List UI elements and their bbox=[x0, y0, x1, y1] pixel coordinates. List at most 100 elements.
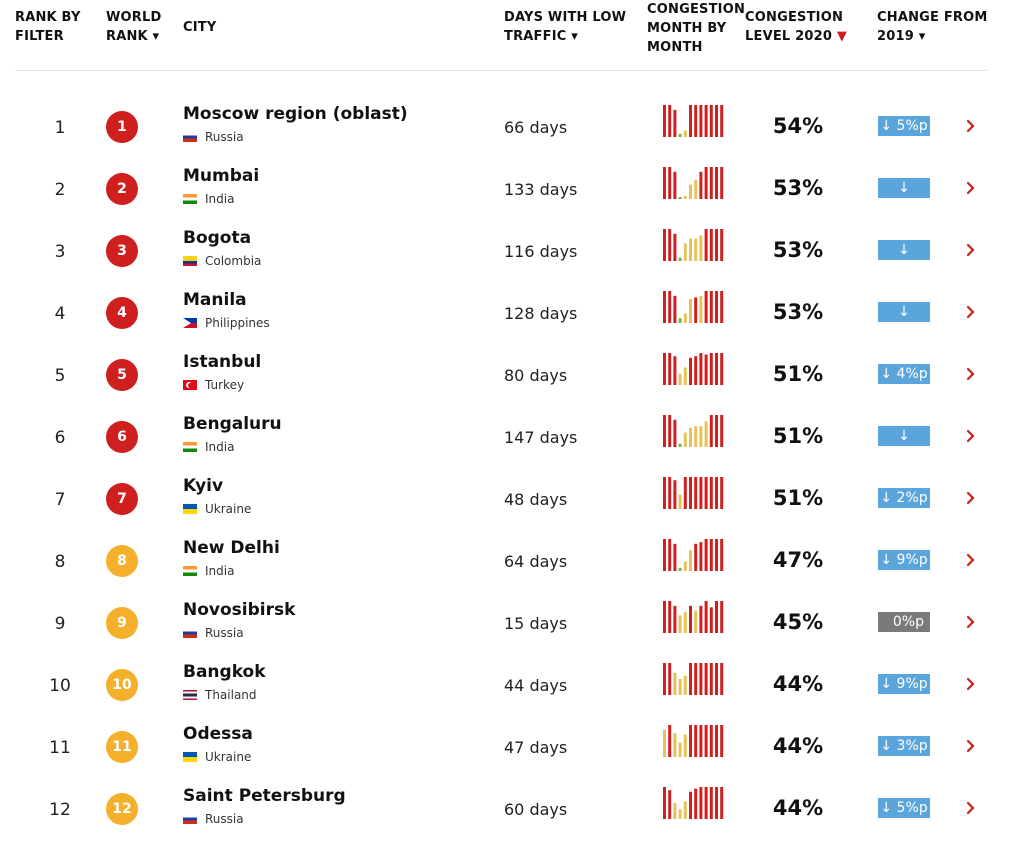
chevron-right-icon[interactable] bbox=[964, 116, 978, 136]
chevron-right-icon[interactable] bbox=[964, 736, 978, 756]
table-header: RANK BY FILTER WORLD RANK ▾ CITY DAYS WI… bbox=[0, 0, 1024, 72]
header-change-from-2019[interactable]: CHANGE FROM 2019 ▾ bbox=[877, 10, 988, 44]
chevron-right-icon[interactable] bbox=[964, 550, 978, 570]
month-bar bbox=[683, 367, 687, 385]
world-rank-badge: 11 bbox=[106, 731, 138, 763]
city-name[interactable]: Mumbai bbox=[183, 166, 260, 186]
table-row[interactable]: 5 5 Istanbul Turkey 80 days 51% ↓ 4%p bbox=[0, 352, 1024, 414]
month-bar bbox=[668, 353, 672, 385]
header-rank-by-filter[interactable]: RANK BY FILTER bbox=[15, 10, 81, 44]
month-bar bbox=[678, 809, 682, 819]
chevron-right-icon[interactable] bbox=[964, 798, 978, 818]
month-bar bbox=[673, 803, 677, 819]
world-rank-badge: 2 bbox=[106, 173, 138, 205]
congestion-level: 53% bbox=[772, 300, 824, 324]
change-badge: 0%p bbox=[878, 612, 930, 632]
month-bar bbox=[704, 663, 708, 695]
rank-by-filter: 11 bbox=[49, 738, 71, 758]
table-row[interactable]: 11 11 Odessa Ukraine 47 days 44% ↓ 3%p bbox=[0, 724, 1024, 786]
header-world-rank[interactable]: WORLD RANK ▾ bbox=[106, 10, 162, 44]
month-bar bbox=[673, 605, 677, 633]
table-row[interactable]: 1 1 Moscow region (oblast) Russia 66 days 54%… bbox=[0, 104, 1024, 166]
congestion-level: 45% bbox=[772, 610, 824, 634]
world-rank-badge: 1 bbox=[106, 111, 138, 143]
world-rank-badge: 7 bbox=[106, 483, 138, 515]
table-row[interactable]: 12 12 Saint Petersburg Russia 60 days 44% ↓ 5%… bbox=[0, 786, 1024, 848]
days-low-traffic: 80 days bbox=[504, 366, 568, 385]
chevron-right-icon[interactable] bbox=[964, 240, 978, 260]
congestion-month-sparkline bbox=[663, 105, 724, 137]
month-bar bbox=[663, 229, 666, 261]
chevron-right-icon[interactable] bbox=[964, 302, 978, 322]
month-bar bbox=[689, 184, 692, 199]
month-bar bbox=[683, 432, 687, 447]
month-bar bbox=[704, 167, 708, 199]
table-row[interactable]: 10 10 Bangkok Thailand 44 days 44% ↓ 9%p bbox=[0, 662, 1024, 724]
congestion-level: 53% bbox=[772, 176, 824, 200]
days-low-traffic: 64 days bbox=[504, 552, 568, 571]
chevron-right-icon[interactable] bbox=[964, 488, 978, 508]
table-row[interactable]: 4 4 Manila Philippines 128 days 53% ↓ 18%p bbox=[0, 290, 1024, 352]
month-bar bbox=[715, 167, 718, 199]
table-row[interactable]: 8 8 New Delhi India 64 days 47% ↓ 9%p bbox=[0, 538, 1024, 600]
month-bar bbox=[720, 415, 724, 447]
city-name[interactable]: Istanbul bbox=[183, 352, 262, 372]
table-row[interactable]: 3 3 Bogota Colombia 116 days 53% ↓ 15%p bbox=[0, 228, 1024, 290]
month-bar bbox=[689, 299, 692, 323]
header-days-low-traffic[interactable]: DAYS WITH LOW TRAFFIC ▾ bbox=[504, 10, 627, 44]
month-bar bbox=[704, 421, 708, 447]
city-name[interactable]: Kyiv bbox=[183, 476, 224, 496]
month-bar bbox=[715, 539, 718, 571]
month-bar bbox=[668, 663, 672, 695]
month-bar bbox=[694, 105, 698, 137]
congestion-month-sparkline bbox=[663, 663, 724, 695]
table-row[interactable]: 7 7 Kyiv Ukraine 48 days 51% ↓ 2%p bbox=[0, 476, 1024, 538]
month-bar bbox=[699, 725, 703, 757]
city-name[interactable]: Manila bbox=[183, 290, 247, 310]
congestion-level: 53% bbox=[772, 238, 824, 262]
month-bar bbox=[709, 105, 713, 137]
month-bar bbox=[678, 257, 682, 261]
table-row[interactable]: 2 2 Mumbai India 133 days 53% ↓ 12%p bbox=[0, 166, 1024, 228]
world-rank-badge: 12 bbox=[106, 793, 138, 825]
month-bar bbox=[715, 291, 718, 323]
city-name[interactable]: Moscow region (oblast) bbox=[183, 104, 408, 124]
congestion-month-sparkline bbox=[663, 291, 724, 323]
country-name: Thailand bbox=[205, 688, 257, 702]
chevron-right-icon[interactable] bbox=[964, 364, 978, 384]
month-bar bbox=[689, 663, 692, 695]
city-name[interactable]: Novosibirsk bbox=[183, 600, 296, 620]
congestion-month-sparkline bbox=[663, 601, 724, 633]
country: Russia bbox=[183, 812, 244, 826]
rank-by-filter: 10 bbox=[49, 676, 71, 696]
city-name[interactable]: New Delhi bbox=[183, 538, 280, 558]
days-low-traffic: 44 days bbox=[504, 676, 568, 695]
country: Russia bbox=[183, 626, 244, 640]
change-badge: ↓ 3%p bbox=[878, 736, 930, 756]
city-name[interactable]: Odessa bbox=[183, 724, 253, 744]
country-name: India bbox=[205, 564, 235, 578]
month-bar bbox=[678, 742, 682, 757]
chevron-right-icon[interactable] bbox=[964, 178, 978, 198]
month-bar bbox=[715, 229, 718, 261]
month-bar bbox=[663, 477, 666, 509]
month-bar bbox=[694, 297, 698, 323]
city-name[interactable]: Saint Petersburg bbox=[183, 786, 346, 806]
header-city: CITY bbox=[183, 20, 217, 35]
month-bar bbox=[668, 229, 672, 261]
month-bar bbox=[715, 477, 718, 509]
chevron-right-icon[interactable] bbox=[964, 612, 978, 632]
month-bar bbox=[668, 539, 672, 571]
city-name[interactable]: Bangkok bbox=[183, 662, 266, 682]
table-row[interactable]: 9 9 Novosibirsk Russia 15 days 45% 0%p bbox=[0, 600, 1024, 662]
month-bar bbox=[694, 725, 698, 757]
city-name[interactable]: Bogota bbox=[183, 228, 252, 248]
header-congestion-month: CONGESTION MONTH BY MONTH bbox=[647, 2, 746, 55]
chevron-right-icon[interactable] bbox=[964, 674, 978, 694]
month-bar bbox=[699, 235, 703, 261]
chevron-right-icon[interactable] bbox=[964, 426, 978, 446]
city-name[interactable]: Bengaluru bbox=[183, 414, 282, 434]
table-row[interactable]: 6 6 Bengaluru India 147 days 51% ↓ 20%p bbox=[0, 414, 1024, 476]
header-congestion-level[interactable]: CONGESTION LEVEL 2020 ▼ bbox=[745, 8, 847, 46]
flag-ukraine-icon bbox=[183, 504, 197, 514]
